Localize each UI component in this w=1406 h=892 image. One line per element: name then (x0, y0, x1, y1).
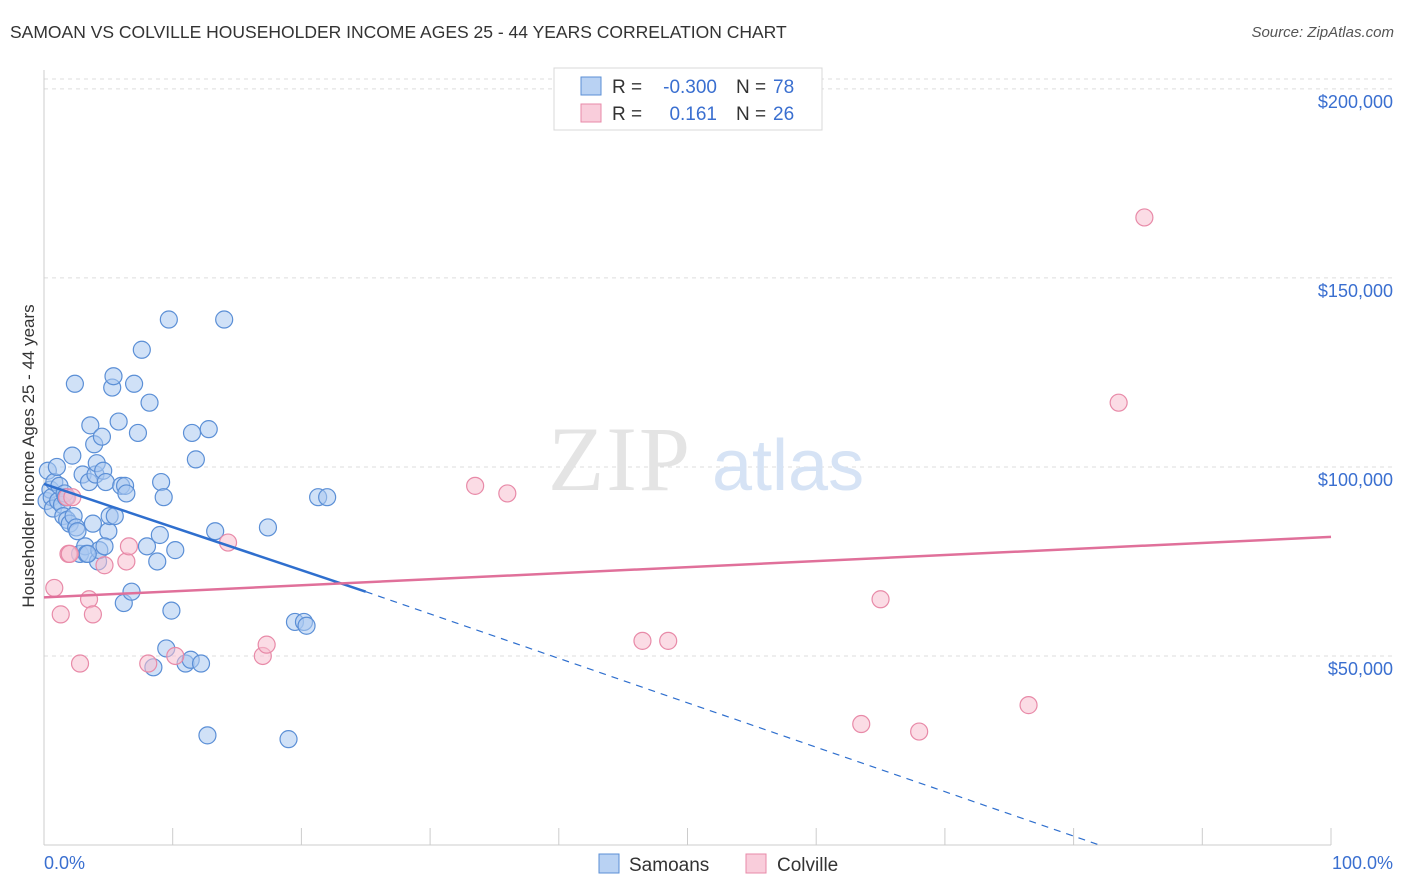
legend-bottom-colville-swatch (745, 853, 767, 874)
y-tick-label-1: $100,000 (1318, 470, 1393, 490)
colville-point-23 (910, 722, 929, 741)
legend-bottom-samoans-label: Samoans (629, 855, 709, 876)
samoans-point-76 (95, 537, 114, 556)
colville-trend (43, 535, 1332, 599)
x-ticks (172, 828, 1332, 845)
colville-point-11 (119, 537, 139, 556)
colville-point-10 (117, 552, 136, 571)
x-tick-label-min: 0.0% (44, 853, 85, 873)
samoans-point-62 (182, 423, 202, 443)
samoans-point-34 (96, 472, 115, 492)
colville-point-18 (498, 484, 517, 503)
colville-point-1 (51, 605, 70, 624)
samoans-point-40 (109, 412, 128, 431)
legend-samoans-n-value: 78 (773, 77, 794, 98)
samoans-point-63 (186, 450, 205, 469)
gridlines (44, 78, 1393, 657)
colville-point-19 (633, 631, 652, 650)
y-tick-label-2: $150,000 (1318, 281, 1393, 301)
source-label: Source: ZipAtlas.com (1251, 24, 1394, 41)
legend-samoans-swatch (580, 76, 602, 96)
samoans-point-64 (191, 654, 211, 673)
legend-colville-swatch (580, 103, 602, 123)
samoans-point-50 (140, 393, 159, 412)
legend-colville-n-value: 26 (773, 104, 794, 125)
colville-point-22 (871, 590, 890, 609)
samoans-point-58 (162, 601, 181, 620)
colville-point-8 (83, 605, 103, 624)
legend-samoans-r-label: R = (612, 77, 642, 98)
samoans-point-73 (297, 616, 316, 635)
samoans-point-48 (132, 340, 151, 359)
watermark-atlas: atlas (712, 426, 864, 506)
samoans-point-66 (199, 420, 218, 439)
samoans-trend-dashed (365, 591, 1100, 846)
samoans-point-45 (122, 582, 141, 601)
y-tick-labels: $50,000 $100,000 $150,000 $200,000 (1318, 92, 1393, 679)
samoans-point-54 (152, 472, 171, 492)
legend-samoans-n-label: N = (736, 77, 766, 98)
y-tick-label-0: $50,000 (1328, 659, 1393, 679)
samoans-point-19 (68, 522, 87, 541)
legend-top: R = -0.300 N = 78 R = 0.161 N = 26 (553, 67, 823, 131)
series-colville (45, 208, 1154, 741)
colville-point-25 (1109, 393, 1128, 412)
samoans-point-18 (65, 374, 84, 393)
samoans-point-52 (148, 552, 167, 571)
y-tick-label-3: $200,000 (1318, 92, 1393, 112)
colville-point-12 (139, 654, 158, 673)
y-axis-title: Householder Income Ages 25 - 44 years (19, 304, 38, 607)
colville-point-4 (60, 544, 79, 564)
samoans-point-65 (198, 726, 217, 745)
colville-point-17 (466, 476, 485, 495)
samoans-point-46 (124, 374, 144, 393)
samoans-point-68 (215, 310, 234, 329)
legend-bottom: Samoans Colville (598, 853, 838, 876)
samoans-point-32 (92, 427, 112, 446)
samoans-point-67 (206, 522, 225, 541)
colville-point-16 (257, 635, 276, 654)
samoans-point-6 (47, 457, 66, 477)
samoans-point-53 (150, 525, 169, 545)
samoans-point-15 (63, 446, 82, 465)
samoans-point-47 (128, 423, 148, 443)
colville-point-26 (1135, 208, 1154, 227)
trend-lines (43, 482, 1332, 846)
samoans-point-59 (166, 541, 185, 560)
samoans-point-75 (318, 488, 337, 507)
samoans-point-69 (258, 518, 278, 537)
legend-samoans-r-value: -0.300 (663, 77, 717, 98)
samoans-point-77 (78, 544, 97, 564)
colville-point-20 (659, 631, 678, 650)
colville-point-24 (1019, 696, 1038, 715)
samoans-point-70 (279, 730, 298, 749)
colville-point-13 (166, 646, 185, 666)
colville-point-6 (70, 654, 90, 673)
colville-point-0 (45, 578, 64, 598)
samoans-point-25 (81, 416, 100, 435)
samoans-point-49 (137, 537, 157, 556)
x-tick-label-max: 100.0% (1332, 853, 1393, 873)
samoans-point-57 (159, 310, 178, 329)
samoans-point-26 (83, 514, 103, 533)
series-samoans (37, 310, 337, 749)
samoans-trend-solid (43, 482, 367, 593)
colville-point-21 (852, 714, 871, 734)
legend-colville-n-label: N = (736, 104, 766, 125)
chart-title: SAMOAN VS COLVILLE HOUSEHOLDER INCOME AG… (10, 22, 787, 42)
legend-bottom-samoans-swatch (598, 853, 620, 874)
legend-bottom-colville-label: Colville (777, 855, 838, 876)
legend-colville-r-value: 0.161 (669, 104, 717, 125)
legend-colville-r-label: R = (612, 104, 642, 125)
samoans-point-44 (117, 484, 136, 503)
watermark-zip: ZIP (548, 408, 692, 510)
colville-point-9 (95, 556, 114, 575)
samoans-point-55 (154, 488, 173, 507)
samoans-point-35 (99, 522, 118, 541)
samoans-point-38 (104, 367, 123, 386)
colville-point-7 (79, 590, 99, 609)
